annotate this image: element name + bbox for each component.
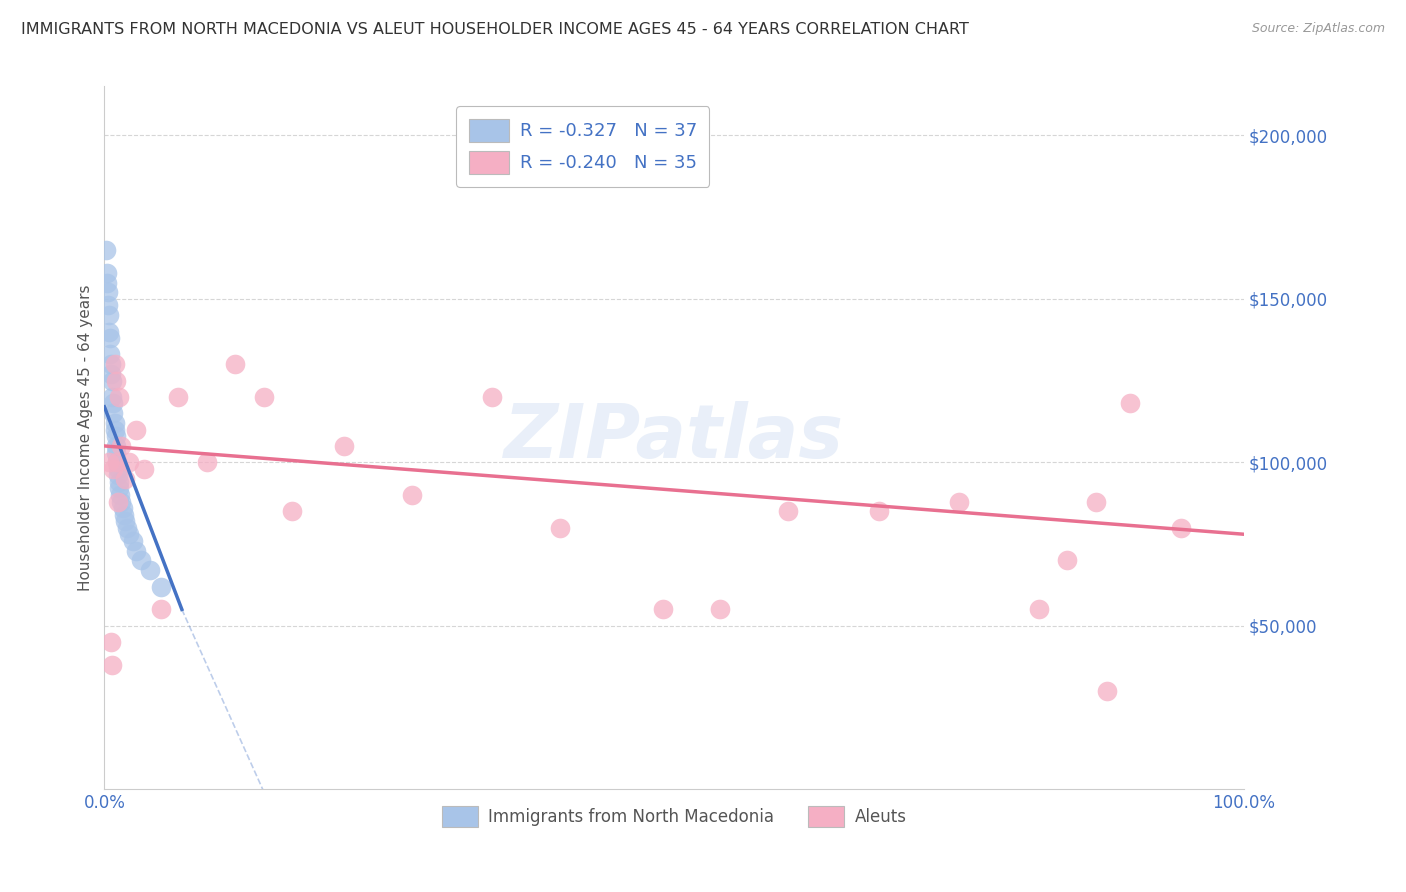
Point [100, 367, 122, 381]
Point [253, 390, 276, 404]
Point [948, 494, 970, 508]
Text: ZIPatlas: ZIPatlas [505, 401, 844, 475]
Point [97, 455, 120, 469]
Point [108, 390, 131, 404]
Point [101, 390, 124, 404]
Point [1028, 602, 1050, 616]
Point [121, 533, 143, 548]
Point [112, 508, 135, 522]
Point [103, 396, 125, 410]
Point [195, 455, 218, 469]
Point [110, 488, 132, 502]
Point [104, 429, 127, 443]
Point [134, 462, 156, 476]
Point [709, 602, 731, 616]
Point [103, 406, 125, 420]
Point [118, 455, 141, 469]
Point [125, 543, 148, 558]
Point [118, 527, 141, 541]
Point [167, 390, 190, 404]
Point [115, 521, 138, 535]
Point [481, 390, 503, 404]
Point [110, 439, 132, 453]
Legend: Immigrants from North Macedonia, Aleuts: Immigrants from North Macedonia, Aleuts [434, 799, 912, 834]
Point [107, 494, 129, 508]
Point [105, 455, 128, 469]
Point [1095, 684, 1118, 698]
Point [98, 347, 121, 361]
Point [98, 331, 121, 345]
Point [111, 501, 134, 516]
Point [104, 416, 127, 430]
Point [868, 504, 890, 518]
Point [150, 580, 173, 594]
Point [103, 462, 125, 476]
Point [104, 439, 127, 453]
Point [97, 298, 120, 312]
Point [401, 488, 423, 502]
Point [97, 285, 120, 300]
Point [108, 482, 131, 496]
Point [107, 462, 129, 476]
Point [104, 445, 127, 459]
Point [1056, 553, 1078, 567]
Point [104, 357, 127, 371]
Point [1084, 494, 1107, 508]
Point [110, 494, 132, 508]
Point [100, 635, 122, 649]
Point [224, 357, 246, 371]
Point [97, 308, 120, 322]
Point [150, 602, 173, 616]
Point [114, 472, 136, 486]
Point [94, 243, 117, 257]
Point [332, 439, 354, 453]
Point [104, 423, 127, 437]
Point [651, 602, 673, 616]
Point [101, 374, 124, 388]
Point [281, 504, 304, 518]
Point [776, 504, 799, 518]
Point [114, 514, 136, 528]
Point [125, 423, 148, 437]
Point [107, 468, 129, 483]
Text: IMMIGRANTS FROM NORTH MACEDONIA VS ALEUT HOUSEHOLDER INCOME AGES 45 - 64 YEARS C: IMMIGRANTS FROM NORTH MACEDONIA VS ALEUT… [21, 22, 969, 37]
Y-axis label: Householder Income Ages 45 - 64 years: Householder Income Ages 45 - 64 years [79, 285, 93, 591]
Point [129, 553, 152, 567]
Point [96, 266, 118, 280]
Point [104, 374, 127, 388]
Point [96, 276, 118, 290]
Point [105, 455, 128, 469]
Point [548, 521, 571, 535]
Point [97, 325, 120, 339]
Point [100, 357, 122, 371]
Point [1170, 521, 1192, 535]
Point [101, 658, 124, 673]
Text: Source: ZipAtlas.com: Source: ZipAtlas.com [1251, 22, 1385, 36]
Point [108, 475, 131, 489]
Point [139, 563, 162, 577]
Point [1119, 396, 1142, 410]
